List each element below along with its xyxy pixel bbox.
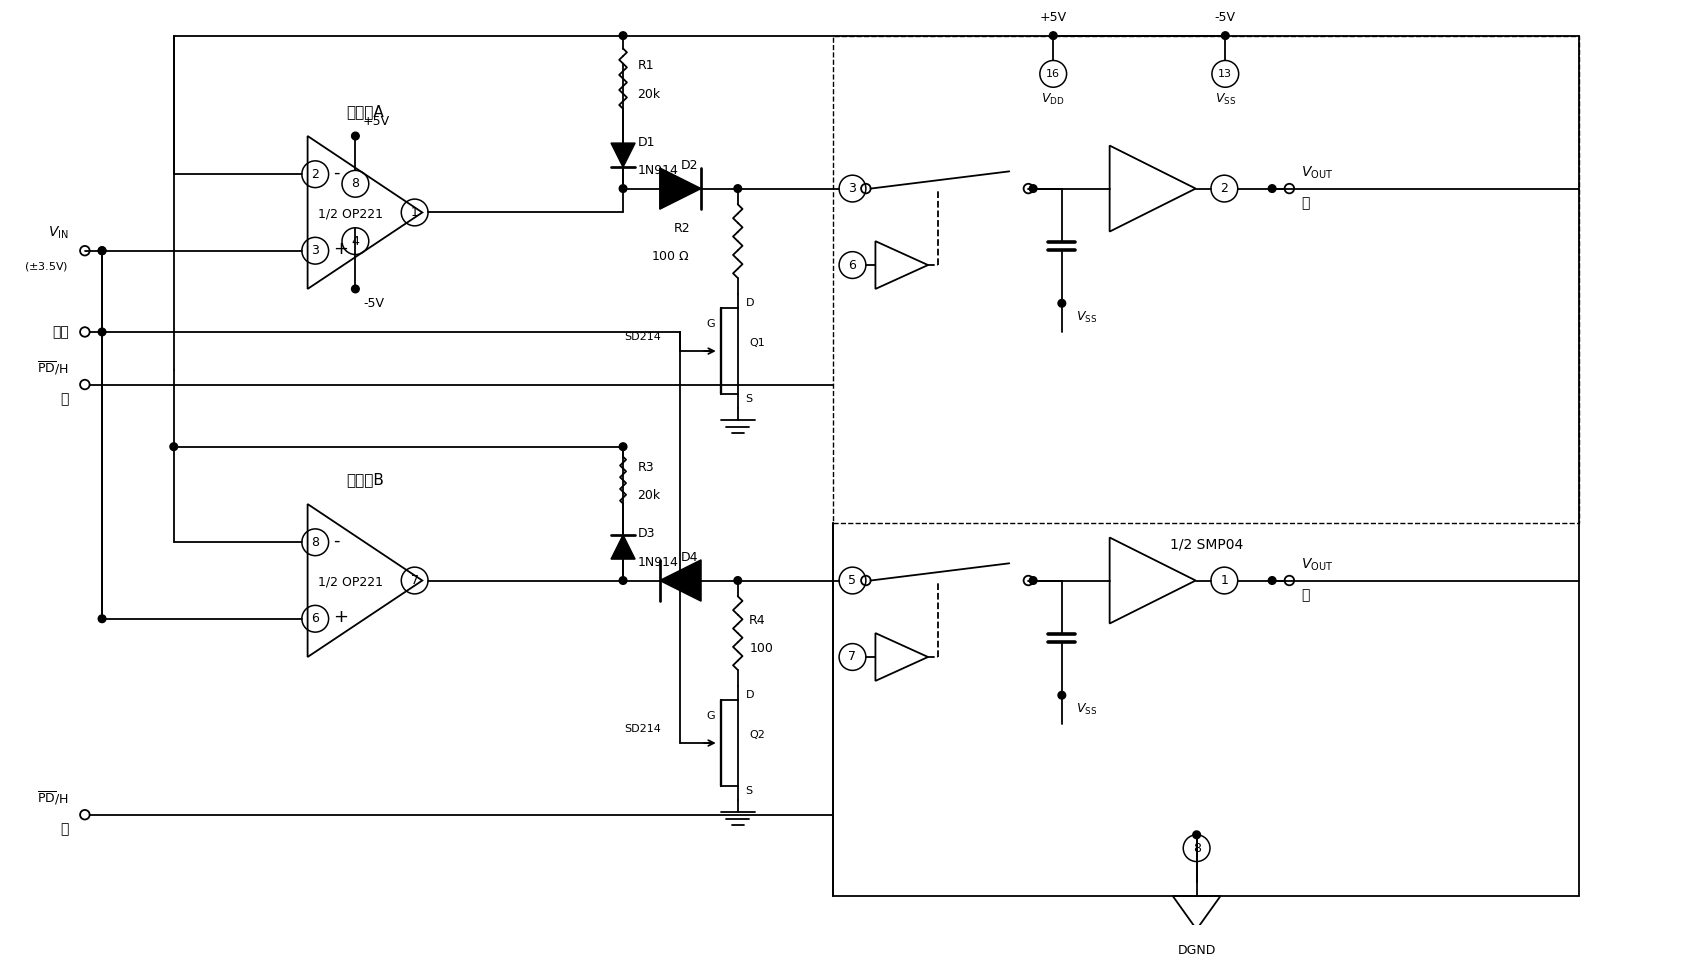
Text: S: S xyxy=(746,394,753,404)
Text: $V_{\rm IN}$: $V_{\rm IN}$ xyxy=(47,225,69,241)
Polygon shape xyxy=(611,143,635,167)
Text: R3: R3 xyxy=(638,461,653,473)
Text: Q2: Q2 xyxy=(749,731,765,740)
Text: 2: 2 xyxy=(1221,182,1228,195)
Text: 13: 13 xyxy=(1218,69,1233,79)
Text: 放大器B: 放大器B xyxy=(345,471,384,487)
Text: ($\pm$3.5V): ($\pm$3.5V) xyxy=(24,260,69,274)
Bar xyxy=(834,36,1580,523)
Text: 8: 8 xyxy=(352,178,359,190)
Text: 复位: 复位 xyxy=(52,325,69,339)
Text: 6: 6 xyxy=(312,612,320,625)
Circle shape xyxy=(1049,32,1058,39)
Text: 负: 负 xyxy=(61,823,69,836)
Text: D: D xyxy=(746,690,754,700)
Text: $V_{\rm SS}$: $V_{\rm SS}$ xyxy=(1076,310,1098,325)
Text: SD214: SD214 xyxy=(625,724,662,733)
Polygon shape xyxy=(660,168,701,209)
Circle shape xyxy=(1192,831,1201,839)
Text: 正: 正 xyxy=(61,393,69,406)
Text: $\overline{\rm PD}$/H: $\overline{\rm PD}$/H xyxy=(37,360,69,377)
Circle shape xyxy=(1268,184,1276,192)
Circle shape xyxy=(620,32,626,39)
Text: 1N914: 1N914 xyxy=(638,556,679,569)
Circle shape xyxy=(734,577,741,585)
Circle shape xyxy=(734,184,741,192)
Text: 5: 5 xyxy=(849,574,857,587)
Text: 1/2 OP221: 1/2 OP221 xyxy=(318,575,384,588)
Text: $V_{\rm SS}$: $V_{\rm SS}$ xyxy=(1214,91,1236,107)
Text: S: S xyxy=(746,786,753,796)
Text: 6: 6 xyxy=(849,258,857,272)
Text: -: - xyxy=(333,532,340,549)
Circle shape xyxy=(98,328,106,336)
Circle shape xyxy=(98,615,106,623)
Text: 16: 16 xyxy=(1046,69,1061,79)
Text: 2: 2 xyxy=(312,168,320,180)
Text: 1/2 SMP04: 1/2 SMP04 xyxy=(1170,538,1243,551)
Circle shape xyxy=(1058,300,1066,307)
Text: 正: 正 xyxy=(1300,196,1308,210)
Text: 8: 8 xyxy=(1192,842,1201,854)
Text: 7: 7 xyxy=(411,574,419,587)
Circle shape xyxy=(1268,577,1276,585)
Text: D1: D1 xyxy=(638,135,655,149)
Text: D4: D4 xyxy=(680,551,697,564)
Text: 20k: 20k xyxy=(638,490,660,502)
Circle shape xyxy=(1029,184,1037,192)
Circle shape xyxy=(352,285,359,293)
Text: +5V: +5V xyxy=(364,115,391,129)
Text: 7: 7 xyxy=(849,651,857,663)
Circle shape xyxy=(1221,32,1229,39)
Circle shape xyxy=(620,184,626,192)
Circle shape xyxy=(170,443,177,450)
Text: +5V: +5V xyxy=(1039,12,1066,24)
Text: 3: 3 xyxy=(312,244,320,257)
Circle shape xyxy=(620,577,626,585)
Text: R1: R1 xyxy=(638,60,653,72)
Text: 3: 3 xyxy=(849,182,857,195)
Circle shape xyxy=(1058,691,1066,699)
Text: 100 $\Omega$: 100 $\Omega$ xyxy=(652,251,690,263)
Text: 8: 8 xyxy=(312,536,320,549)
Text: 4: 4 xyxy=(352,234,359,248)
Polygon shape xyxy=(611,535,635,559)
Text: 1: 1 xyxy=(411,206,419,219)
Circle shape xyxy=(1029,577,1037,585)
Text: 放大器A: 放大器A xyxy=(347,104,384,119)
Text: 1: 1 xyxy=(1221,574,1228,587)
Text: $\overline{\rm PD}$/H: $\overline{\rm PD}$/H xyxy=(37,790,69,807)
Text: 20k: 20k xyxy=(638,87,660,101)
Text: $V_{\rm OUT}$: $V_{\rm OUT}$ xyxy=(1300,557,1332,573)
Text: 负: 负 xyxy=(1300,588,1308,602)
Text: R4: R4 xyxy=(749,613,766,627)
Text: G: G xyxy=(707,711,716,721)
Circle shape xyxy=(98,247,106,254)
Circle shape xyxy=(620,443,626,450)
Text: SD214: SD214 xyxy=(625,331,662,342)
Polygon shape xyxy=(660,560,701,601)
Text: -5V: -5V xyxy=(1214,12,1236,24)
Text: 100: 100 xyxy=(749,642,773,656)
Text: D3: D3 xyxy=(638,527,655,540)
Text: D: D xyxy=(746,299,754,308)
Text: DGND: DGND xyxy=(1177,944,1216,957)
Text: $V_{\rm SS}$: $V_{\rm SS}$ xyxy=(1076,702,1098,717)
Text: G: G xyxy=(707,319,716,329)
Text: $V_{\rm DD}$: $V_{\rm DD}$ xyxy=(1041,91,1064,107)
Circle shape xyxy=(352,132,359,140)
Text: 1N914: 1N914 xyxy=(638,164,679,178)
Text: +: + xyxy=(333,240,349,258)
Text: -: - xyxy=(333,163,340,181)
Text: 1/2 OP221: 1/2 OP221 xyxy=(318,207,384,220)
Text: $V_{\rm OUT}$: $V_{\rm OUT}$ xyxy=(1300,164,1332,180)
Text: +: + xyxy=(333,608,349,626)
Text: -5V: -5V xyxy=(364,297,384,309)
Text: Q1: Q1 xyxy=(749,338,765,348)
Text: R2: R2 xyxy=(674,222,690,234)
Text: D2: D2 xyxy=(680,159,697,173)
Circle shape xyxy=(98,247,106,254)
